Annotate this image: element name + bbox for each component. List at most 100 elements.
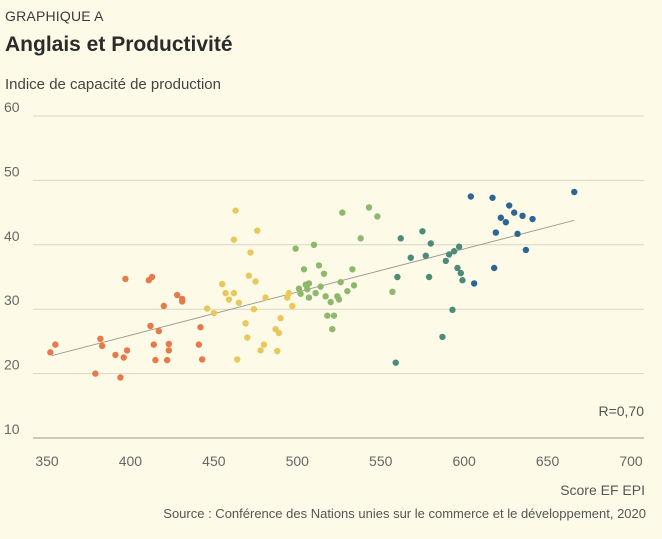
data-point	[422, 252, 429, 259]
data-point	[511, 209, 518, 216]
data-point	[305, 294, 313, 301]
data-point	[122, 275, 129, 283]
data-point	[320, 270, 328, 277]
data-point	[449, 306, 456, 314]
data-point	[335, 296, 343, 303]
data-point	[98, 342, 106, 350]
data-point	[232, 207, 239, 214]
data-point	[315, 262, 323, 269]
data-point	[155, 327, 162, 335]
data-point	[292, 245, 299, 252]
data-point	[230, 289, 238, 297]
data-point	[442, 257, 449, 265]
data-point	[571, 188, 578, 196]
data-point	[289, 302, 296, 310]
data-point	[160, 302, 167, 310]
data-point	[445, 251, 453, 258]
data-point	[242, 320, 249, 327]
data-point	[262, 294, 269, 301]
data-point	[489, 194, 496, 201]
data-point	[150, 341, 157, 348]
data-point	[274, 347, 281, 355]
data-point	[203, 305, 211, 312]
chart-title: Anglais et Productivité	[5, 33, 233, 56]
data-point	[439, 333, 446, 341]
data-point	[394, 273, 401, 281]
data-point	[245, 272, 253, 279]
data-point	[210, 309, 218, 317]
data-point	[330, 312, 338, 319]
data-point	[392, 359, 399, 366]
data-point	[197, 324, 204, 331]
data-point	[97, 335, 104, 343]
data-point	[514, 230, 521, 238]
x-tick-label: 400	[119, 453, 143, 469]
data-point	[225, 296, 233, 303]
data-point	[529, 215, 536, 223]
data-point	[397, 235, 404, 242]
data-point	[297, 290, 304, 297]
trend-line-group	[51, 219, 575, 357]
data-point	[312, 289, 319, 297]
y-axis-label: Indice de capacité de production	[5, 76, 221, 93]
data-point	[457, 269, 465, 277]
data-point	[52, 341, 59, 348]
data-point	[275, 329, 283, 337]
data-point	[344, 287, 351, 295]
y-tick-label: 60	[4, 99, 20, 115]
data-point	[490, 264, 498, 272]
data-point	[304, 286, 311, 293]
data-point	[329, 325, 336, 333]
data-point	[295, 285, 303, 292]
y-tick-label: 50	[4, 163, 20, 179]
data-point	[339, 209, 346, 216]
data-point	[389, 288, 396, 296]
grid-lines	[33, 115, 644, 439]
data-point	[324, 312, 331, 319]
data-point	[173, 291, 181, 299]
data-point	[337, 278, 344, 286]
trend-line	[51, 219, 575, 357]
data-point	[147, 322, 154, 330]
data-point	[195, 341, 203, 348]
x-tick-label: 450	[202, 453, 226, 469]
x-tick-label: 600	[452, 453, 476, 469]
data-point	[357, 235, 364, 242]
data-point	[244, 334, 251, 341]
data-point	[427, 240, 434, 247]
x-tick-label: 350	[35, 453, 59, 469]
data-point	[365, 204, 373, 211]
data-point	[327, 298, 334, 306]
data-points	[47, 188, 578, 381]
data-point	[305, 280, 313, 287]
data-point	[467, 193, 475, 200]
data-point	[419, 228, 426, 235]
x-tick-label: 500	[286, 453, 310, 469]
data-point	[254, 227, 261, 234]
data-point	[407, 254, 414, 261]
data-point	[374, 213, 381, 220]
data-point	[454, 264, 461, 272]
data-point	[222, 289, 229, 297]
data-point	[260, 341, 268, 348]
data-point	[277, 315, 284, 322]
data-point	[470, 280, 478, 287]
data-point	[47, 349, 54, 356]
data-point	[112, 351, 119, 359]
data-point	[455, 243, 463, 250]
x-tick-label: 650	[536, 453, 560, 469]
data-point	[350, 282, 358, 289]
x-axis-label: Score EF EPI	[560, 482, 645, 498]
data-point	[235, 299, 243, 306]
data-point	[163, 356, 171, 364]
x-tick-label: 550	[369, 453, 393, 469]
data-point	[165, 347, 173, 354]
data-point	[349, 266, 356, 273]
data-point	[450, 248, 458, 255]
x-tick-labels: 350 400 450 500 550 600 650 700	[35, 453, 643, 469]
correlation-annotation: R=0,70	[598, 403, 644, 419]
data-point	[178, 295, 186, 303]
y-tick-label: 10	[4, 421, 20, 437]
data-point	[247, 249, 254, 256]
